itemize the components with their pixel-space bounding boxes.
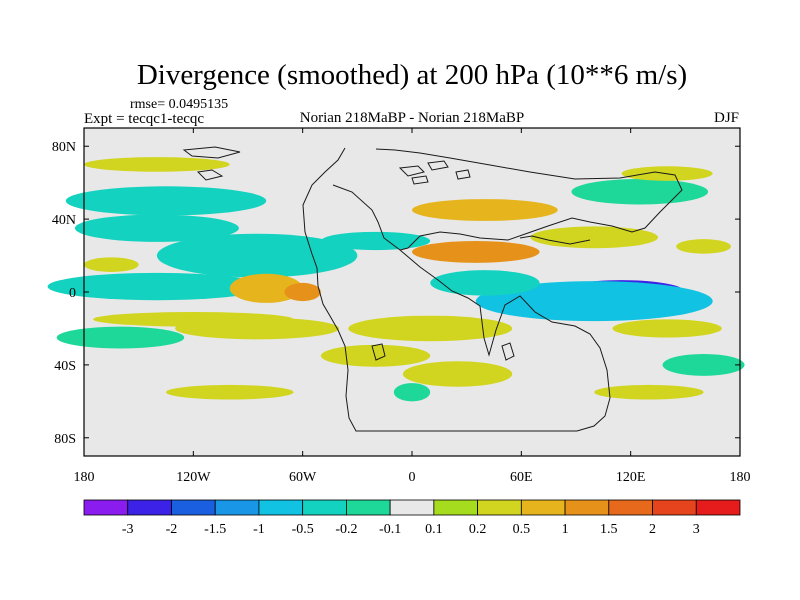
colorbar-label: 1 (562, 522, 569, 537)
colorbar-swatch (652, 499, 697, 516)
y-tick-label: 40S (54, 359, 76, 374)
colorbar-swatch (564, 499, 610, 516)
divergence-anomaly-18 (412, 199, 558, 221)
chart-title: Divergence (smoothed) at 200 hPa (10**6 … (137, 59, 687, 91)
colorbar-swatch (83, 499, 129, 516)
divergence-anomaly-11 (56, 326, 185, 349)
divergence-anomaly-5 (74, 214, 239, 242)
colorbar-label: 0.1 (425, 522, 443, 537)
colorbar-swatch (171, 499, 216, 516)
colorbar-swatch (302, 499, 347, 516)
comparison-label: Norian 218MaBP - Norian 218MaBP (300, 110, 524, 126)
colorbar-swatch (608, 499, 653, 516)
colorbar-swatch (520, 499, 566, 516)
colorbar-label: -0.2 (335, 522, 357, 537)
divergence-anomaly-19 (412, 240, 540, 263)
x-tick-label: 180 (74, 470, 95, 485)
divergence-anomaly-10 (662, 353, 745, 376)
divergence-anomaly-17 (93, 312, 294, 327)
y-tick-label: 80N (52, 140, 76, 155)
divergence-anomaly-7 (320, 231, 431, 251)
colorbar-label: 1.5 (600, 522, 618, 537)
colorbar-swatch (258, 499, 304, 516)
colorbar-label: 2 (649, 522, 656, 537)
x-tick-label: 120W (176, 470, 211, 485)
colorbar-label: -3 (122, 522, 134, 537)
divergence-anomaly-20 (348, 315, 513, 342)
coastline-tethys-islands (519, 235, 591, 245)
colorbar-label: 0.2 (469, 522, 487, 537)
divergence-anomaly-29 (594, 384, 704, 400)
x-tick-label: 0 (409, 470, 416, 485)
colorbar-swatch (433, 499, 479, 516)
divergence-anomaly-12 (393, 383, 431, 402)
x-tick-label: 60E (510, 470, 533, 485)
season-label: DJF (714, 110, 739, 126)
coastline-pangaea-west (302, 147, 611, 432)
coastline-laurasia-north (375, 148, 683, 251)
divergence-anomaly-24 (676, 239, 731, 254)
map-axes: 180 120W 60W 0 60E 120E 180 80N 40N 0 40S 80S (52, 128, 751, 485)
colorbar-label: 3 (693, 522, 700, 537)
divergence-anomaly-25 (612, 319, 722, 338)
divergence-anomaly-14 (229, 273, 303, 303)
divergence-anomaly-22 (402, 361, 513, 387)
divergence-anomaly-21 (320, 344, 431, 367)
divergence-anomaly-3 (47, 272, 267, 301)
colorbar-label: -0.1 (379, 522, 401, 537)
colorbar-label: 0.5 (513, 522, 531, 537)
divergence-anomaly-28 (166, 384, 294, 400)
divergence-anomaly-8 (430, 270, 540, 296)
divergence-anomaly-9 (571, 179, 709, 205)
colorbar-swatch (345, 499, 391, 516)
rmse-label: rmse= 0.0495135 (130, 97, 228, 112)
colorbar-swatch (389, 499, 435, 516)
divergence-anomaly-2 (475, 281, 713, 322)
colorbar-label: -1.5 (204, 522, 226, 537)
colorbar-label: -2 (166, 522, 178, 537)
divergence-anomaly-13 (84, 257, 139, 272)
colorbar-swatch (477, 499, 522, 516)
divergence-anomaly-6 (65, 186, 267, 216)
divergence-anomaly-15 (284, 282, 321, 302)
colorbar-label: -1 (253, 522, 265, 537)
divergence-anomaly-27 (84, 157, 230, 172)
divergence-field (47, 157, 745, 402)
colorbar-label: -0.5 (292, 522, 314, 537)
x-tick-label: 180 (730, 470, 751, 485)
paleo-coastline (182, 146, 683, 432)
coastline-arctic-islands (182, 146, 471, 185)
y-tick-label: 80S (54, 432, 76, 447)
colorbar-swatch (214, 499, 260, 516)
colorbar: -3 -2 -1.5 -1 -0.5 -0.2 -0.1 0.1 0.2 0.5 1 1.5 2 3 (83, 499, 741, 537)
colorbar-swatch (127, 499, 172, 516)
y-tick-label: 40N (52, 213, 76, 228)
x-tick-label: 120E (616, 470, 646, 485)
divergence-anomaly-4 (156, 233, 358, 278)
y-tick-label: 0 (69, 286, 76, 301)
x-tick-label: 60W (289, 470, 317, 485)
colorbar-swatch (695, 499, 741, 516)
experiment-label: Expt = tecqc1-tecqc (84, 111, 204, 127)
coastline-south-islands (371, 342, 515, 361)
